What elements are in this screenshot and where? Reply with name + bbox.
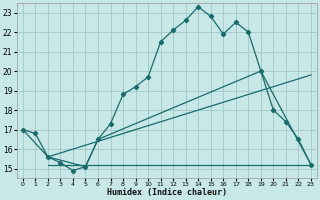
X-axis label: Humidex (Indice chaleur): Humidex (Indice chaleur) xyxy=(107,188,227,197)
